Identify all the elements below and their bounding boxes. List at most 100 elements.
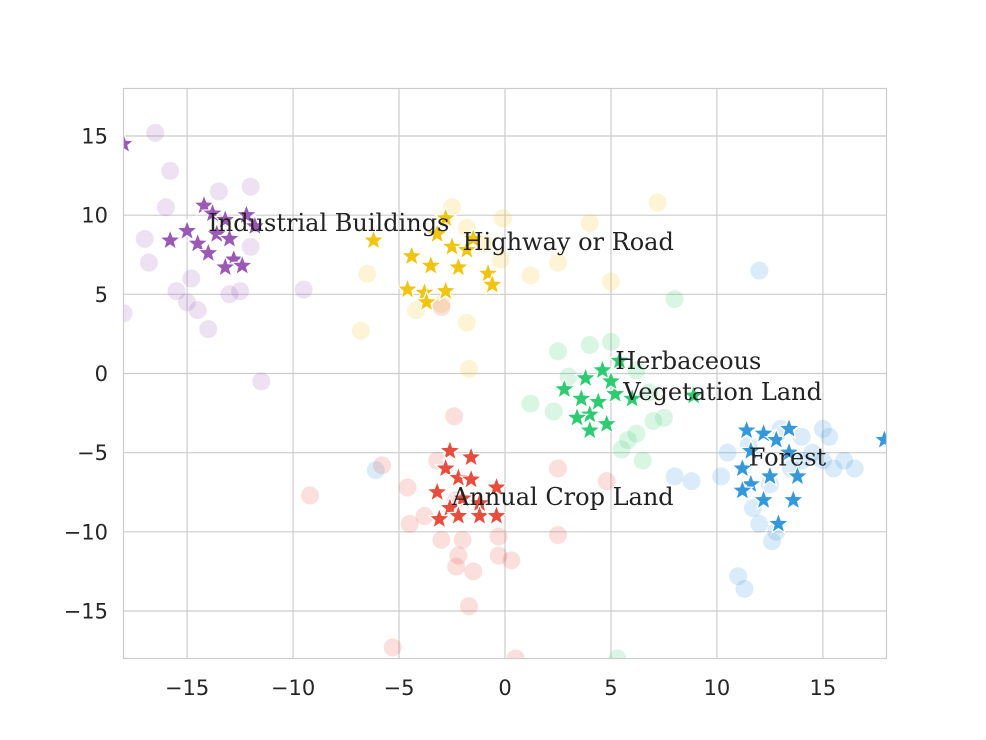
faded-point	[351, 321, 370, 340]
star-point	[564, 405, 590, 429]
star-point	[757, 463, 783, 487]
x-axis-ticks: −15 −10 −5 0 5 10 15	[165, 676, 836, 700]
faded-point	[665, 290, 684, 309]
star-point	[781, 487, 806, 511]
faded-point	[665, 467, 684, 486]
faded-point	[449, 546, 468, 565]
star-point	[620, 386, 645, 410]
faded-point	[601, 272, 620, 291]
y-tick-label: −5	[77, 441, 108, 465]
x-tick-label: 15	[810, 676, 837, 700]
star-point	[425, 221, 450, 245]
faded-point	[294, 280, 313, 299]
faded-point	[521, 266, 540, 285]
star-point	[446, 254, 471, 278]
faded-point	[432, 530, 451, 549]
faded-point	[358, 264, 377, 283]
faded-point	[432, 298, 451, 316]
x-tick-label: 5	[604, 676, 617, 700]
star-point	[158, 227, 183, 251]
y-tick-label: −15	[64, 600, 108, 624]
star-point	[433, 455, 458, 479]
star-point	[734, 417, 759, 441]
faded-point	[209, 182, 228, 201]
faded-point	[135, 229, 154, 248]
faded-point	[502, 551, 521, 570]
faded-point	[161, 161, 180, 180]
faded-point	[167, 282, 186, 301]
star-point	[174, 218, 200, 242]
faded-point	[241, 177, 260, 196]
faded-point	[729, 567, 748, 586]
star-point	[607, 348, 632, 372]
faded-point	[199, 320, 218, 339]
faded-point	[521, 394, 540, 413]
faded-point	[792, 427, 811, 446]
cluster-label: Herbaceous Vegetation Land	[615, 347, 822, 406]
star-point	[439, 234, 465, 258]
faded-point	[580, 214, 599, 233]
faded-point	[608, 649, 627, 659]
faded-point	[252, 372, 271, 391]
y-axis-ticks: −15 −10 −5 0 5 10 15	[64, 125, 108, 624]
star-point	[730, 455, 755, 479]
star-point	[361, 227, 386, 251]
faded-point	[644, 412, 663, 430]
faded-point	[580, 336, 599, 354]
faded-point	[735, 579, 754, 598]
star-point	[437, 438, 462, 462]
faded-point	[633, 451, 652, 470]
faded-point	[400, 514, 419, 533]
star-point	[454, 237, 479, 261]
star-point	[458, 444, 484, 468]
star-point	[730, 477, 755, 501]
star-point	[433, 278, 458, 302]
star-point	[785, 463, 810, 487]
cluster-label: Annual Crop Land	[451, 483, 674, 511]
faded-point	[220, 285, 239, 304]
star-point	[196, 240, 221, 264]
faded-point	[682, 472, 701, 491]
faded-point	[301, 486, 320, 505]
cluster-label: Forest	[749, 443, 827, 471]
faded-point	[156, 198, 175, 217]
star-point	[552, 376, 577, 400]
plot-frame	[122, 87, 888, 660]
faded-point	[489, 546, 508, 565]
star-point	[446, 503, 471, 527]
faded-point	[544, 402, 563, 421]
star-point	[776, 416, 802, 440]
faded-point	[373, 456, 392, 475]
cluster-annotations: Industrial Buildings Highway or Road Herba…	[208, 209, 826, 511]
x-tick-label: −15	[165, 676, 209, 700]
x-tick-label: −10	[271, 676, 315, 700]
faded-point	[146, 123, 165, 142]
faded-point	[601, 332, 620, 351]
star-point	[450, 485, 475, 509]
faded-point	[627, 361, 646, 380]
star-point	[577, 417, 602, 441]
faded-point	[459, 597, 478, 616]
faded-point	[548, 459, 567, 478]
star-point	[603, 381, 628, 405]
faded-point	[763, 532, 782, 551]
faded-point	[612, 440, 631, 459]
star-point	[594, 411, 619, 435]
y-tick-label: −10	[64, 520, 108, 544]
faded-point	[231, 282, 250, 301]
faded-point	[366, 461, 385, 480]
faded-point	[835, 451, 854, 470]
faded-point	[178, 293, 197, 312]
star-point	[872, 427, 887, 451]
star-point	[185, 230, 210, 254]
star-point	[123, 131, 136, 155]
faded-point	[813, 451, 832, 470]
faded-point	[750, 514, 769, 533]
star-point	[425, 479, 450, 503]
star-point	[586, 389, 611, 413]
faded-point	[491, 250, 510, 269]
y-tick-label: 0	[95, 362, 108, 386]
star-point	[230, 253, 255, 277]
faded-point	[824, 459, 843, 478]
